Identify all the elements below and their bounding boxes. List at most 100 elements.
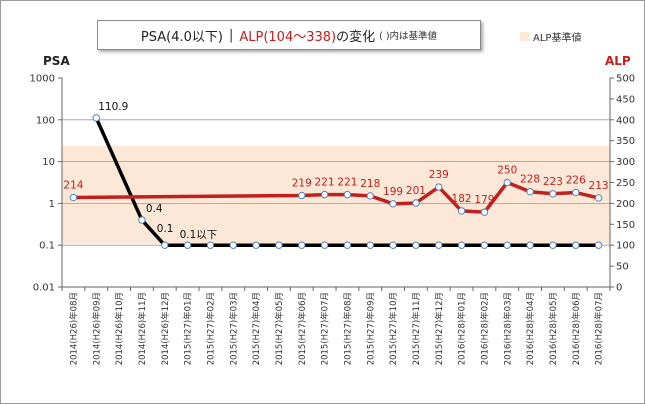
x-tick-label: 2015(H27)年06月 (297, 292, 308, 365)
left-tick-label: 1 (49, 199, 55, 210)
legend-band-swatch (520, 32, 529, 41)
alp-data-point (389, 200, 397, 208)
alp-data-point (480, 208, 489, 216)
x-tick-label: 2016(H28)年02月 (479, 292, 490, 365)
alp-data-label: 182 (452, 193, 472, 205)
alp-data-label: 179 (474, 194, 494, 206)
alp-data-point (549, 190, 557, 198)
x-tick-label: 2014(H26)年12月 (160, 292, 171, 365)
psa-data-point (594, 241, 603, 249)
legend-band-label: ALP基準値 (533, 33, 582, 44)
psa-data-point (389, 241, 397, 249)
x-tick-label: 2016(H28)年07月 (594, 292, 605, 365)
psa-data-point (549, 241, 557, 249)
left-axis-title: PSA (43, 54, 70, 68)
psa-data-point (275, 241, 283, 249)
right-tick-label: 250 (616, 178, 635, 189)
alp-data-point (503, 178, 511, 187)
alp-data-label: 223 (543, 176, 563, 188)
psa-data-point (457, 241, 466, 249)
psa-data-point (503, 241, 511, 249)
title-suffix: の変化 (336, 29, 376, 45)
alp-data-label: 219 (292, 177, 312, 189)
x-tick-label: 2016(H28)年06月 (571, 292, 582, 365)
title-note: ( )内は基準値 (379, 31, 438, 42)
x-tick-label: 2014(H26)年09月 (91, 292, 102, 365)
alp-data-point (435, 183, 443, 191)
x-tick-label: 2016(H28)年03月 (502, 292, 513, 365)
right-axis-title: ALP (605, 54, 631, 68)
alp-data-point (457, 207, 466, 215)
psa-data-point (92, 114, 100, 122)
psa-data-label: 0.1 (157, 223, 174, 235)
x-tick-label: 2016(H28)年04月 (525, 292, 536, 365)
chart-title-box: PSA(4.0以下) | ALP(104〜338) の変化 ( )内は基準値 (97, 20, 481, 50)
title-psa-part: PSA(4.0以下) (140, 29, 223, 45)
left-tick-label: 100 (36, 115, 55, 126)
x-tick-label: 2015(H27)年03月 (228, 292, 239, 365)
x-tick-label: 2015(H27)年04月 (251, 292, 262, 365)
right-tick-label: 0 (616, 283, 622, 294)
left-tick-label: 0.1 (39, 241, 55, 252)
psa-data-label: 110.9 (98, 101, 128, 113)
psa-data-label: 0.4 (146, 203, 163, 215)
chart-legend: ALP基準値 (520, 29, 581, 44)
x-tick-label: 2015(H27)年10月 (388, 292, 399, 365)
psa-data-point (412, 241, 420, 249)
alp-data-label: 214 (63, 180, 83, 192)
right-tick-label: 350 (616, 136, 635, 147)
x-tick-label: 2015(H27)年11月 (411, 292, 422, 365)
x-tick-label: 2015(H27)年01月 (183, 292, 194, 365)
title-alp-part: ALP(104〜338) (239, 29, 337, 45)
left-tick-label: 1000 (30, 74, 55, 85)
psa-data-label: 0.1以下 (180, 229, 218, 241)
alp-data-point (412, 199, 420, 207)
alp-data-point (572, 188, 580, 197)
psa-data-point (161, 241, 169, 249)
left-tick-label: 10 (42, 157, 55, 168)
alp-data-label: 199 (383, 186, 403, 198)
alp-data-point (69, 193, 78, 202)
x-tick-label: 2015(H27)年02月 (205, 292, 216, 365)
right-tick-label: 50 (616, 262, 629, 273)
alp-data-label: 221 (315, 177, 335, 189)
alp-data-label: 201 (406, 185, 426, 197)
psa-data-point (572, 241, 580, 249)
x-tick-label: 2015(H27)年05月 (274, 292, 285, 365)
x-tick-label: 2016(H28)年05月 (548, 292, 559, 365)
alp-data-point (594, 194, 603, 202)
alp-data-label: 239 (429, 169, 449, 181)
psa-data-point (252, 241, 260, 249)
alp-data-label: 221 (337, 177, 357, 189)
alp-data-label: 226 (566, 175, 586, 187)
psa-series-line (94, 117, 599, 247)
psa-data-point (526, 241, 534, 249)
alp-data-label: 228 (520, 174, 540, 186)
left-tick-label: 0.01 (33, 283, 55, 294)
x-tick-label: 2014(H26)年10月 (114, 292, 125, 365)
x-tick-label: 2014(H26)年11月 (137, 292, 148, 365)
right-tick-label: 450 (616, 94, 635, 105)
psa-data-point (183, 241, 192, 249)
psa-data-point (138, 216, 146, 224)
psa-data-point (435, 241, 443, 249)
x-tick-label: 2014(H26)年08月 (68, 292, 79, 365)
title-separator: | (228, 27, 234, 43)
alp-data-point (366, 192, 374, 200)
alp-data-point (298, 191, 306, 200)
psa-data-point (366, 241, 374, 249)
psa-data-point (298, 241, 306, 249)
right-tick-label: 200 (616, 199, 635, 210)
psa-data-point (343, 241, 352, 249)
x-tick-label: 2015(H27)年08月 (342, 292, 353, 365)
alp-data-label: 250 (497, 165, 517, 177)
x-tick-label: 2016(H28)年01月 (457, 292, 468, 365)
right-tick-label: 300 (616, 157, 635, 168)
alp-data-label: 213 (589, 180, 609, 192)
psa-data-point (320, 241, 329, 249)
alp-data-point (320, 190, 329, 199)
alp-data-label: 218 (360, 178, 380, 190)
psa-data-point (206, 241, 215, 249)
